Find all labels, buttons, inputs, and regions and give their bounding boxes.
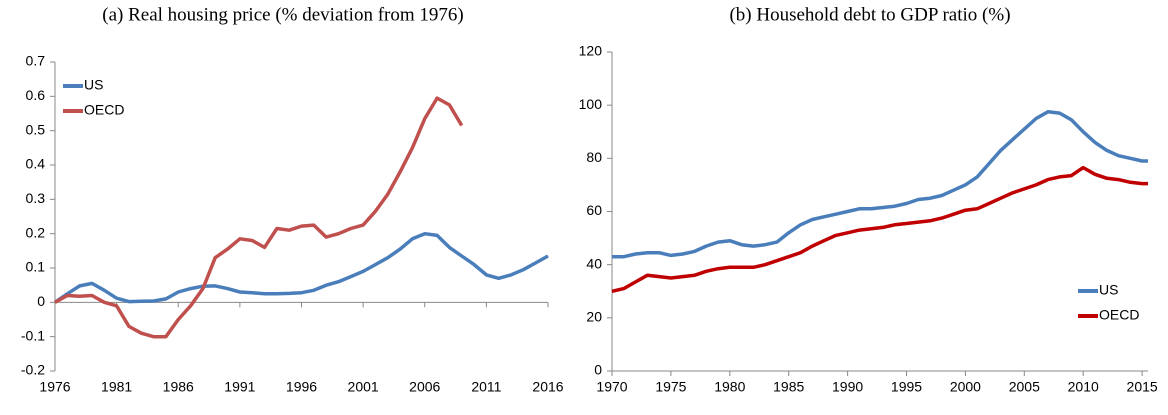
x-tick-label: 2015 [1127, 379, 1158, 395]
x-tick-label: 1975 [655, 379, 686, 395]
y-tick-label: 0 [594, 362, 602, 378]
y-tick-label: 0 [37, 293, 45, 309]
y-tick-label: 0.5 [26, 121, 46, 137]
chart-title: (a) Real housing price (% deviation from… [102, 4, 463, 25]
x-tick-label: 1990 [832, 379, 863, 395]
x-tick-label: 1985 [773, 379, 804, 395]
x-tick-label: 2011 [471, 379, 501, 395]
y-tick-label: 120 [579, 43, 603, 59]
legend-label: OECD [1099, 307, 1139, 323]
y-tick-label: -0.1 [21, 327, 45, 343]
x-tick-label: 1981 [101, 379, 132, 395]
x-tick-label: 2016 [532, 379, 563, 395]
x-tick-label: 2005 [1009, 379, 1040, 395]
x-tick-label: 1995 [891, 379, 922, 395]
y-tick-label: -0.2 [21, 362, 45, 378]
chart-title: (b) Household debt to GDP ratio (%) [729, 4, 1010, 25]
y-tick-label: 80 [586, 149, 602, 165]
legend-label: US [1099, 282, 1118, 298]
y-tick-label: 0.2 [26, 224, 46, 240]
y-tick-label: 0.4 [26, 156, 46, 172]
data-line [54, 231, 549, 304]
x-tick-label: 1991 [224, 379, 255, 395]
y-tick-label: 60 [586, 202, 602, 218]
y-tick-label: 0.7 [26, 53, 46, 69]
x-tick-label: 2006 [409, 379, 440, 395]
x-tick-label: 2000 [950, 379, 981, 395]
x-tick-label: 1970 [596, 379, 627, 395]
y-tick-label: 20 [586, 309, 602, 325]
x-tick-label: 2010 [1068, 379, 1099, 395]
y-tick-label: 40 [586, 255, 602, 271]
data-line [611, 165, 1148, 294]
x-tick-label: 1976 [39, 379, 70, 395]
x-tick-label: 1980 [714, 379, 745, 395]
y-tick-label: 0.6 [26, 87, 46, 103]
x-tick-label: 2001 [348, 379, 379, 395]
x-tick-label: 1996 [286, 379, 317, 395]
data-line [54, 96, 464, 339]
legend-label: US [84, 77, 103, 93]
y-tick-label: 0.1 [26, 259, 46, 275]
y-tick-label: 100 [579, 96, 603, 112]
data-line [612, 110, 1148, 259]
legend-label: OECD [84, 102, 124, 118]
x-tick-label: 1986 [163, 379, 194, 395]
y-tick-label: 0.3 [26, 190, 46, 206]
